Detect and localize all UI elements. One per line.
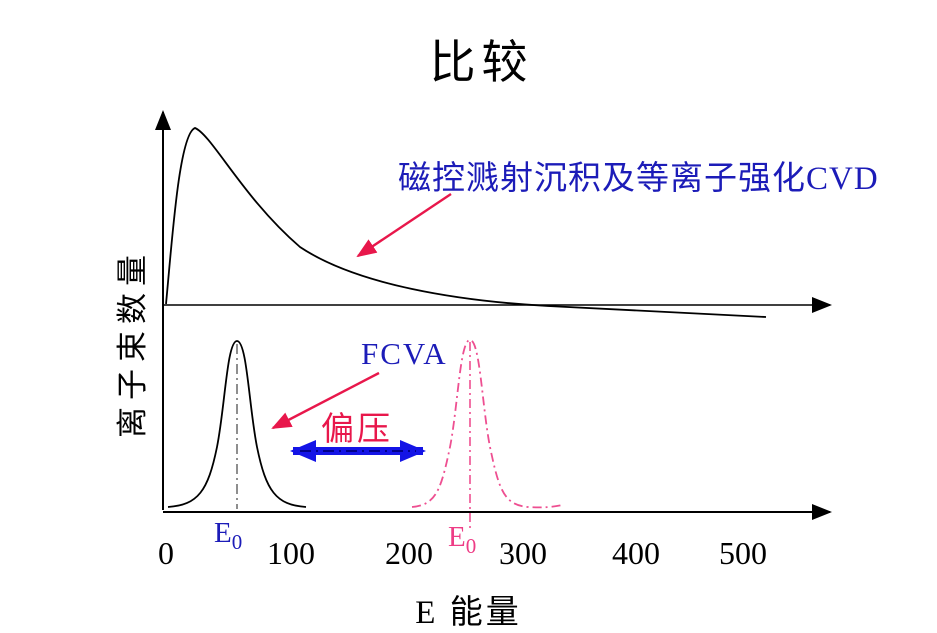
biased-peak-curve: [411, 339, 563, 509]
fcva-annotation-label: FCVA: [361, 336, 448, 371]
e0-base: E: [448, 521, 466, 553]
bias-annotation-label: 偏压: [321, 412, 393, 448]
x-axis-label: E 能量: [415, 595, 522, 631]
x-tick-300: 300: [499, 535, 547, 571]
e0-subscript: 0: [231, 529, 243, 554]
y-axis-label: 离子束数量: [115, 248, 150, 438]
fcva-peak-energy-label: E0: [214, 517, 242, 555]
fcva-peak-curve: [167, 340, 307, 508]
broad-distribution-curve: [165, 127, 767, 318]
cvd-annotation-arrow: [356, 193, 452, 258]
slide-title: 比较: [429, 37, 534, 88]
x-tick-200: 200: [385, 535, 433, 571]
fcva-annotation-arrow: [271, 371, 380, 430]
x-tick-100: 100: [267, 535, 315, 571]
x-tick-400: 400: [612, 535, 660, 571]
cvd-annotation-label: 磁控溅射沉积及等离子强化CVD: [398, 161, 879, 197]
x-tick-0: 0: [158, 535, 174, 571]
e0-subscript: 0: [465, 533, 477, 558]
x-tick-500: 500: [719, 535, 767, 571]
biased-peak-energy-label: E0: [448, 521, 476, 559]
e0-base: E: [214, 517, 232, 549]
